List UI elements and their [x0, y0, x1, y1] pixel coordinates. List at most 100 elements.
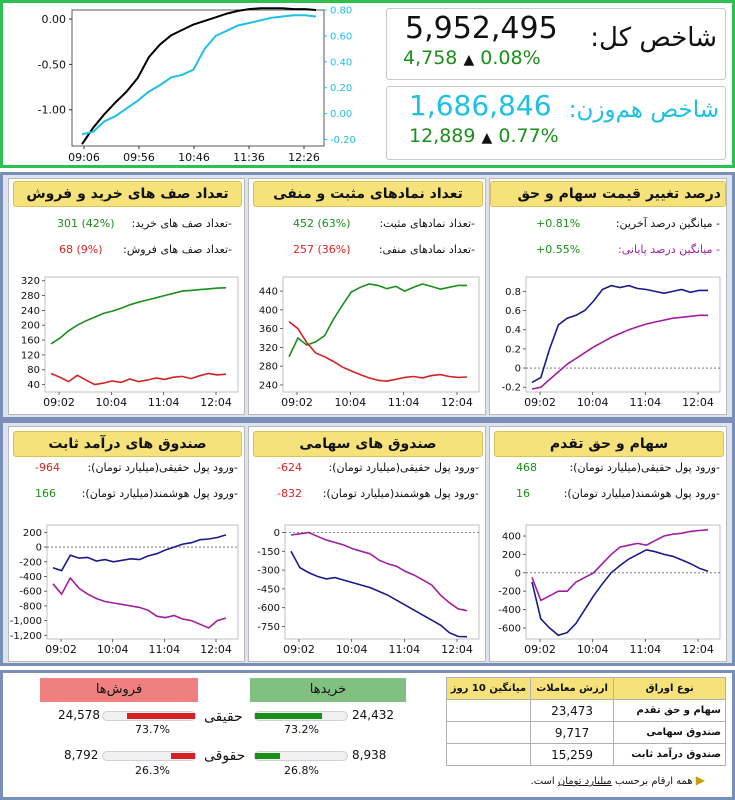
- sell-queues-count: 68: [59, 243, 73, 256]
- y-tick-label: 0: [274, 528, 280, 539]
- table-note-suffix: است.: [530, 776, 558, 787]
- x-tick-label: 11:36: [233, 151, 265, 164]
- main-index-box: شاخص کل: 5,952,495 4,758 ▲ 0.08%: [386, 8, 726, 80]
- y-tick-label: -800: [19, 601, 42, 612]
- last-pct-label: - میانگین درصد آخرین:: [615, 217, 720, 230]
- sell-queues-pct: (9%): [76, 243, 103, 256]
- stocks-smart-label: -ورود پول هوشمند(میلیارد تومان):: [563, 487, 720, 500]
- y-tick-label: -600: [19, 587, 42, 598]
- positive-symbols-count: 452: [293, 217, 314, 230]
- main-index-label: شاخص کل:: [590, 23, 717, 53]
- fixed-smart-value: 166: [35, 487, 56, 500]
- fixed-income-title: صندوق های درآمد ثابت: [13, 431, 242, 457]
- sells-header: فروش‌ها: [40, 678, 198, 702]
- y-tick-label: -0.2: [501, 383, 521, 394]
- plot-area: [46, 524, 239, 640]
- series-line-2: [288, 320, 468, 383]
- y-tick-label: 400: [502, 532, 521, 543]
- fixed-haqiqi-value: -964: [35, 461, 60, 474]
- x-tick-label: 12:04: [682, 396, 714, 409]
- sell-queues-value: 68 (9%): [59, 243, 103, 256]
- equity-haqiqi-value: -624: [277, 461, 302, 474]
- x-tick-label: 09:02: [45, 643, 77, 656]
- y-tick-label: -1,000: [10, 616, 42, 627]
- series-line-1: [288, 283, 467, 358]
- y-tick-label: -300: [257, 566, 280, 577]
- table-cell-avg: [446, 743, 531, 766]
- equal-index-label: شاخص هم‌وزن:: [568, 97, 719, 123]
- sell-haqiqi-bar-fill: [127, 713, 195, 719]
- stocks-smart-value: 16: [516, 487, 530, 500]
- y-tick-label: 160: [21, 336, 40, 347]
- close-pct-row: - میانگین درصد پایانی:: [618, 243, 720, 256]
- right-y-tick-label: 0.20: [330, 83, 352, 94]
- plot-area: [525, 524, 721, 640]
- left-y-tick-label: 0.00: [42, 13, 67, 26]
- series-line-1: [531, 284, 708, 384]
- x-tick-label: 11:04: [388, 643, 420, 656]
- buys-header-text: خریدها: [309, 682, 347, 697]
- x-tick-label: 11:04: [388, 396, 420, 409]
- x-tick-label: 12:04: [441, 396, 473, 409]
- y-tick-label: 0.8: [505, 287, 521, 298]
- buy-queues-label: -تعداد صف های خرید:: [131, 217, 232, 230]
- x-tick-label: 11:04: [629, 396, 661, 409]
- equity-smart-value: -832: [277, 487, 302, 500]
- negative-symbols-value: 257 (36%): [293, 243, 351, 256]
- price-change-panel: درصد تغییر قیمت سهام و حق تقدم ها - میان…: [489, 178, 727, 415]
- y-tick-label: 0: [515, 568, 521, 579]
- table-header-value: ارزش معاملات: [529, 677, 615, 700]
- y-tick-label: 0: [515, 364, 521, 375]
- series-line-2: [531, 548, 709, 637]
- stocks-panel: سهام و حق تقدم -ورود پول حقیقی(میلیارد ت…: [489, 426, 727, 662]
- table-cell-value: 15,259: [529, 743, 615, 766]
- x-tick-label: 11:04: [629, 643, 661, 656]
- y-tick-label: 320: [259, 343, 278, 354]
- sell-haqiqi-value: 24,578: [58, 708, 100, 722]
- x-tick-label: 10:04: [97, 643, 129, 656]
- queues-panel: تعداد صف های خرید و فروش -تعداد صف های خ…: [8, 178, 245, 415]
- fixed-haqiqi-row: -ورود پول حقیقی(میلیارد تومان):: [87, 461, 238, 474]
- sell-hoquqi-bar-fill: [170, 753, 195, 759]
- series-line-1: [290, 531, 468, 612]
- x-tick-label: 12:04: [441, 643, 473, 656]
- y-tick-label: 0.2: [505, 344, 521, 355]
- stocks-haqiqi-row: -ورود پول حقیقی(میلیارد تومان):: [569, 461, 720, 474]
- buy-hoquqi-bar-fill: [255, 753, 280, 759]
- buy-queues-count: 301: [57, 217, 78, 230]
- y-tick-label: -400: [19, 572, 42, 583]
- buy-queues-row: -تعداد صف های خرید:: [132, 217, 232, 230]
- x-tick-label: 09:06: [68, 151, 100, 164]
- symbols-title: تعداد نمادهای مثبت و منفی: [253, 181, 483, 207]
- left-y-tick-label: -1.00: [38, 104, 66, 117]
- table-row: صندوق سهامی 9,717: [446, 721, 726, 744]
- x-tick-label: 09:56: [123, 151, 155, 164]
- table-cell-type: صندوق درآمد ثابت: [613, 743, 726, 766]
- y-tick-label: 280: [21, 291, 40, 302]
- left-y-tick-label: -0.50: [38, 58, 66, 71]
- right-y-tick-label: 0.00: [330, 109, 352, 120]
- x-tick-label: 10:04: [577, 643, 609, 656]
- series-line-1: [52, 534, 227, 572]
- fixed-smart-label: -ورود پول هوشمند(میلیارد تومان):: [81, 487, 238, 500]
- equal-index-box: شاخص هم‌وزن: 1,686,846 12,889 ▲ 0.77%: [386, 86, 726, 160]
- sell-haqiqi-bar: [102, 711, 196, 721]
- last-pct-value: +0.81%: [536, 217, 581, 230]
- table-cell-avg: [446, 699, 531, 722]
- x-tick-label: 12:04: [200, 396, 232, 409]
- plot-area: [282, 276, 480, 393]
- buy-haqiqi-value: 24,432: [352, 708, 394, 722]
- equity-funds-title: صندوق های سهامی: [253, 431, 483, 457]
- up-arrow-icon: ▲: [463, 52, 475, 68]
- y-tick-label: -150: [257, 547, 280, 558]
- x-tick-label: 09:02: [43, 396, 75, 409]
- y-tick-label: 200: [21, 321, 40, 332]
- y-tick-label: 400: [259, 305, 278, 316]
- close-pct-value: +0.55%: [536, 243, 581, 256]
- stocks-haqiqi-value: 468: [516, 461, 537, 474]
- series-line-1: [531, 529, 709, 602]
- close-pct-label: - میانگین درصد پایانی:: [618, 243, 720, 256]
- table-row: سهام و حق تقدم 23,473: [446, 699, 726, 722]
- equity-smart-row: -ورود پول هوشمند(میلیارد تومان):: [323, 487, 479, 500]
- y-tick-label: 40: [27, 380, 40, 391]
